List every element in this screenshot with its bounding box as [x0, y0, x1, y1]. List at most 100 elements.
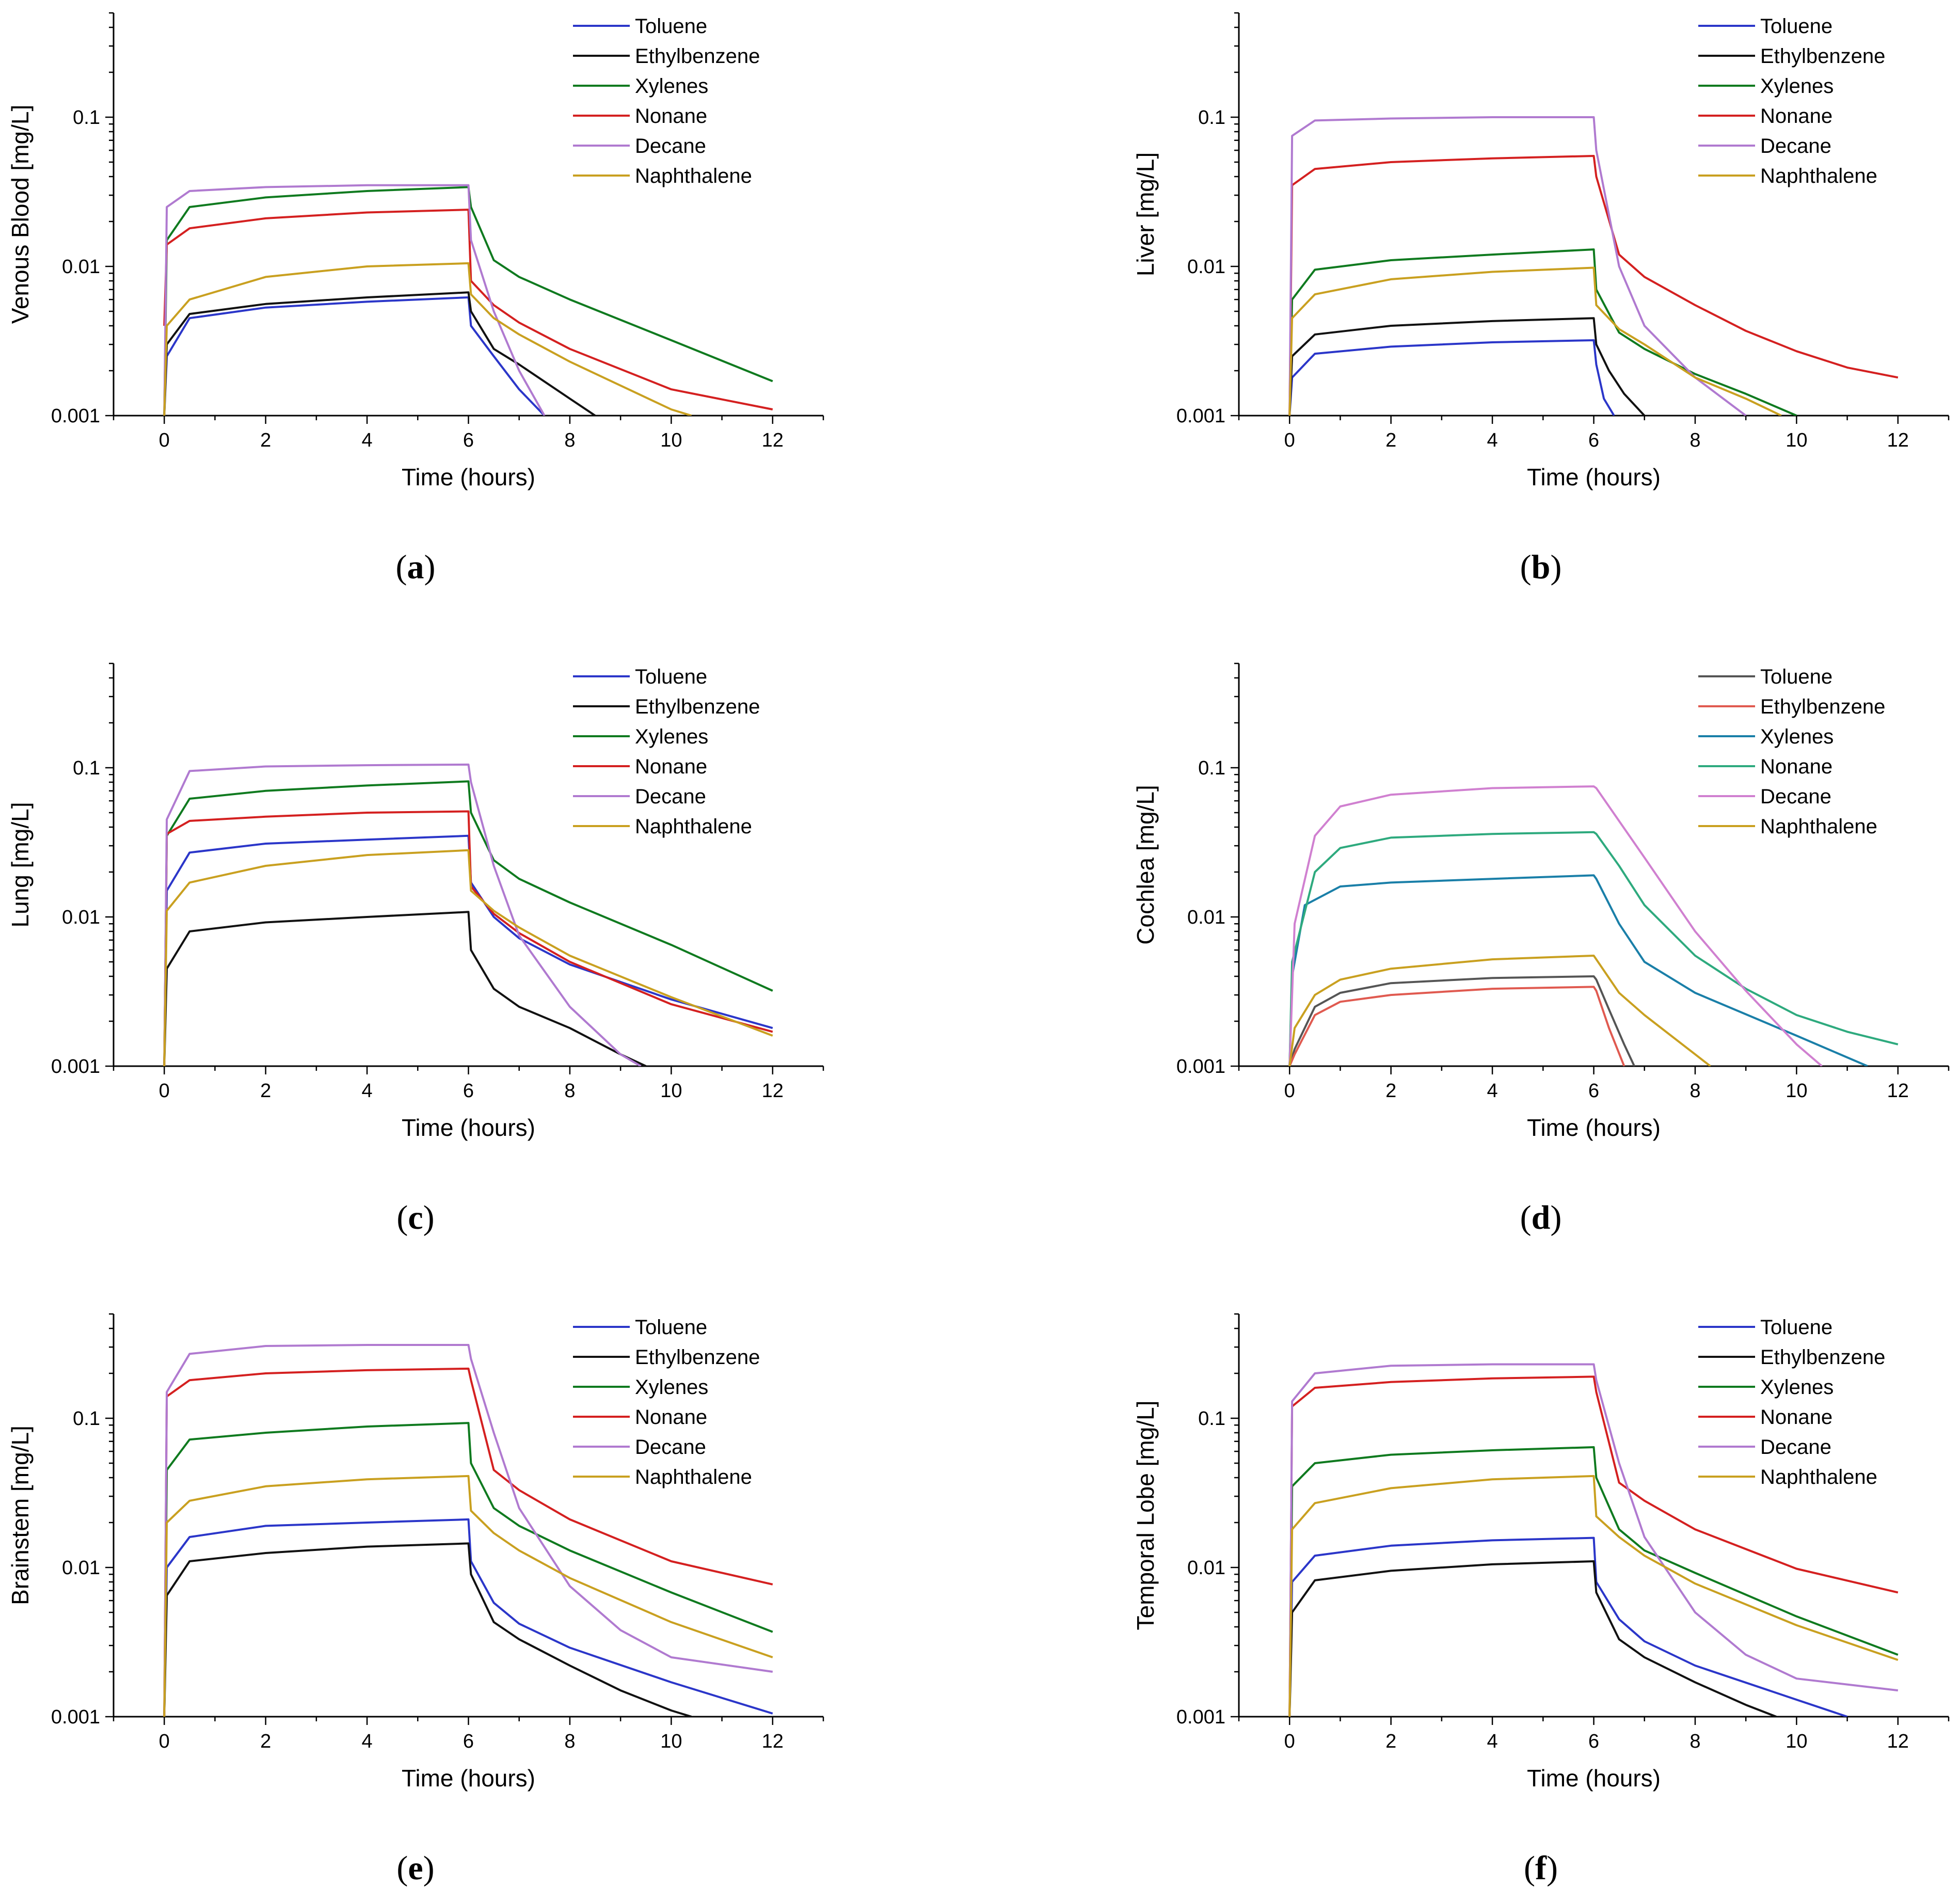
- series-line-naphthalene: [163, 262, 692, 416]
- x-tick-label: 4: [362, 430, 373, 451]
- x-tick-label: 2: [260, 1080, 271, 1102]
- x-tick-label: 4: [362, 1080, 373, 1102]
- series-line-naphthalene: [1288, 266, 1782, 416]
- legend-label: Decane: [1760, 135, 1831, 157]
- series-line-ethylbenzene: [163, 1542, 692, 1717]
- legend-label: Xylenes: [635, 1376, 708, 1399]
- x-tick-label: 8: [564, 1731, 575, 1752]
- legend-label: Naphthalene: [1760, 1466, 1877, 1488]
- x-axis-label: Time (hours): [402, 1114, 535, 1141]
- legend-label: Nonane: [635, 1406, 707, 1429]
- panel-caption: (b): [1520, 548, 1562, 586]
- legend-label: Toluene: [1760, 1316, 1832, 1339]
- series-line-naphthalene: [163, 1475, 773, 1717]
- series-line-nonane: [163, 1367, 773, 1717]
- y-tick-label: 0.001: [51, 405, 100, 427]
- series-line-naphthalene: [163, 849, 773, 1066]
- series-line-ethylbenzene: [163, 911, 647, 1066]
- series-line-xylenes: [1288, 248, 1797, 416]
- series-line-naphthalene: [1288, 955, 1711, 1066]
- legend-label: Toluene: [635, 1316, 707, 1339]
- series-line-naphthalene: [1288, 1475, 1899, 1717]
- legend-label: Decane: [1760, 785, 1831, 808]
- x-tick-label: 12: [1887, 1731, 1909, 1752]
- legend-label: Ethylbenzene: [1760, 695, 1885, 718]
- panel-caption: (a): [396, 548, 436, 586]
- x-tick-label: 2: [1385, 430, 1396, 451]
- series-lines: [163, 1344, 773, 1717]
- legend: Toluene Ethylbenzene Xylenes Nonane Decane Na…: [573, 15, 760, 187]
- x-tick-label: 12: [762, 1731, 784, 1752]
- x-tick-label: 12: [762, 1080, 784, 1102]
- series-line-toluene: [1288, 975, 1635, 1066]
- x-tick-label: 0: [159, 1731, 170, 1752]
- panel-caption: (e): [396, 1849, 434, 1887]
- series-line-toluene: [1288, 1536, 1848, 1717]
- legend-label: Xylenes: [635, 725, 708, 748]
- y-tick-label: 0.1: [1198, 757, 1225, 779]
- legend: Toluene Ethylbenzene Xylenes Nonane Decane Na…: [573, 666, 760, 838]
- legend-label: Toluene: [1760, 666, 1832, 688]
- x-axis-label: Time (hours): [402, 1765, 535, 1792]
- series-line-decane: [1288, 785, 1823, 1066]
- legend-label: Naphthalene: [635, 815, 752, 838]
- legend-label: Ethylbenzene: [1760, 45, 1885, 68]
- x-tick-label: 2: [260, 1731, 271, 1752]
- legend-label: Nonane: [1760, 105, 1832, 128]
- legend: Toluene Ethylbenzene Xylenes Nonane Decane Na…: [1698, 1316, 1885, 1488]
- legend-label: Naphthalene: [635, 1466, 752, 1488]
- panel-caption: (c): [396, 1199, 434, 1237]
- series-line-decane: [163, 184, 546, 416]
- y-tick-label: 0.1: [1198, 107, 1225, 129]
- x-tick-label: 0: [1284, 1080, 1295, 1102]
- y-axis-label: Venous Blood [mg/L]: [7, 105, 34, 324]
- legend: Toluene Ethylbenzene Xylenes Nonane Decane Na…: [573, 1316, 760, 1488]
- legend: Toluene Ethylbenzene Xylenes Nonane Decane Na…: [1698, 15, 1885, 187]
- x-tick-label: 6: [463, 1731, 474, 1752]
- legend-label: Ethylbenzene: [635, 45, 760, 68]
- chart-panel-f: 0.001 0.01 0.1 0 2 4 6 8 10 12 Time (hours) Tempora…: [1132, 1313, 1950, 1887]
- series-line-xylenes: [163, 780, 773, 1066]
- x-tick-label: 0: [1284, 430, 1295, 451]
- x-tick-label: 10: [660, 1731, 682, 1752]
- series-line-ethylbenzene: [1288, 986, 1626, 1066]
- series-line-nonane: [1288, 155, 1899, 416]
- series-lines: [1288, 1363, 1899, 1717]
- x-axis-label: Time (hours): [1527, 1114, 1661, 1141]
- y-tick-label: 0.001: [1176, 1056, 1225, 1078]
- legend-label: Ethylbenzene: [635, 695, 760, 718]
- x-tick-label: 2: [260, 430, 271, 451]
- legend-label: Decane: [635, 1436, 706, 1459]
- y-tick-label: 0.001: [1176, 405, 1225, 427]
- x-tick-label: 6: [463, 430, 474, 451]
- y-axis-label: Cochlea [mg/L]: [1132, 785, 1159, 944]
- series-line-toluene: [163, 1518, 773, 1717]
- x-tick-label: 0: [1284, 1731, 1295, 1752]
- y-axis-label: Lung [mg/L]: [7, 802, 34, 928]
- series-line-nonane: [163, 209, 773, 410]
- legend-label: Decane: [635, 135, 706, 157]
- x-tick-label: 4: [362, 1731, 373, 1752]
- x-tick-label: 0: [159, 430, 170, 451]
- series-line-ethylbenzene: [163, 291, 596, 416]
- legend-label: Xylenes: [1760, 725, 1834, 748]
- x-tick-label: 6: [1588, 430, 1599, 451]
- x-tick-label: 12: [1887, 430, 1909, 451]
- y-tick-label: 0.01: [62, 1557, 100, 1579]
- legend-label: Toluene: [635, 15, 707, 38]
- x-tick-label: 12: [1887, 1080, 1909, 1102]
- series-lines: [1288, 785, 1899, 1066]
- x-tick-label: 8: [564, 1080, 575, 1102]
- legend-label: Toluene: [635, 666, 707, 688]
- series-line-decane: [1288, 116, 1747, 416]
- x-tick-label: 8: [1690, 1731, 1700, 1752]
- series-line-decane: [163, 763, 642, 1066]
- x-tick-label: 10: [660, 430, 682, 451]
- legend-label: Xylenes: [1760, 1376, 1834, 1399]
- legend-label: Decane: [635, 785, 706, 808]
- y-axis-label: Temporal Lobe [mg/L]: [1132, 1401, 1159, 1630]
- x-tick-label: 8: [564, 430, 575, 451]
- x-tick-label: 8: [1690, 430, 1700, 451]
- series-line-toluene: [163, 296, 546, 416]
- chart-panel-e: 0.001 0.01 0.1 0 2 4 6 8 10 12 Time (hours) Brainst…: [7, 1313, 824, 1887]
